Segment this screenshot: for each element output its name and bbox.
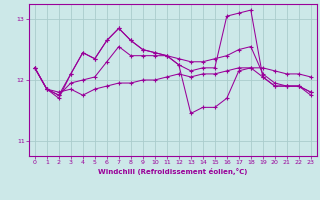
- X-axis label: Windchill (Refroidissement éolien,°C): Windchill (Refroidissement éolien,°C): [98, 168, 247, 175]
